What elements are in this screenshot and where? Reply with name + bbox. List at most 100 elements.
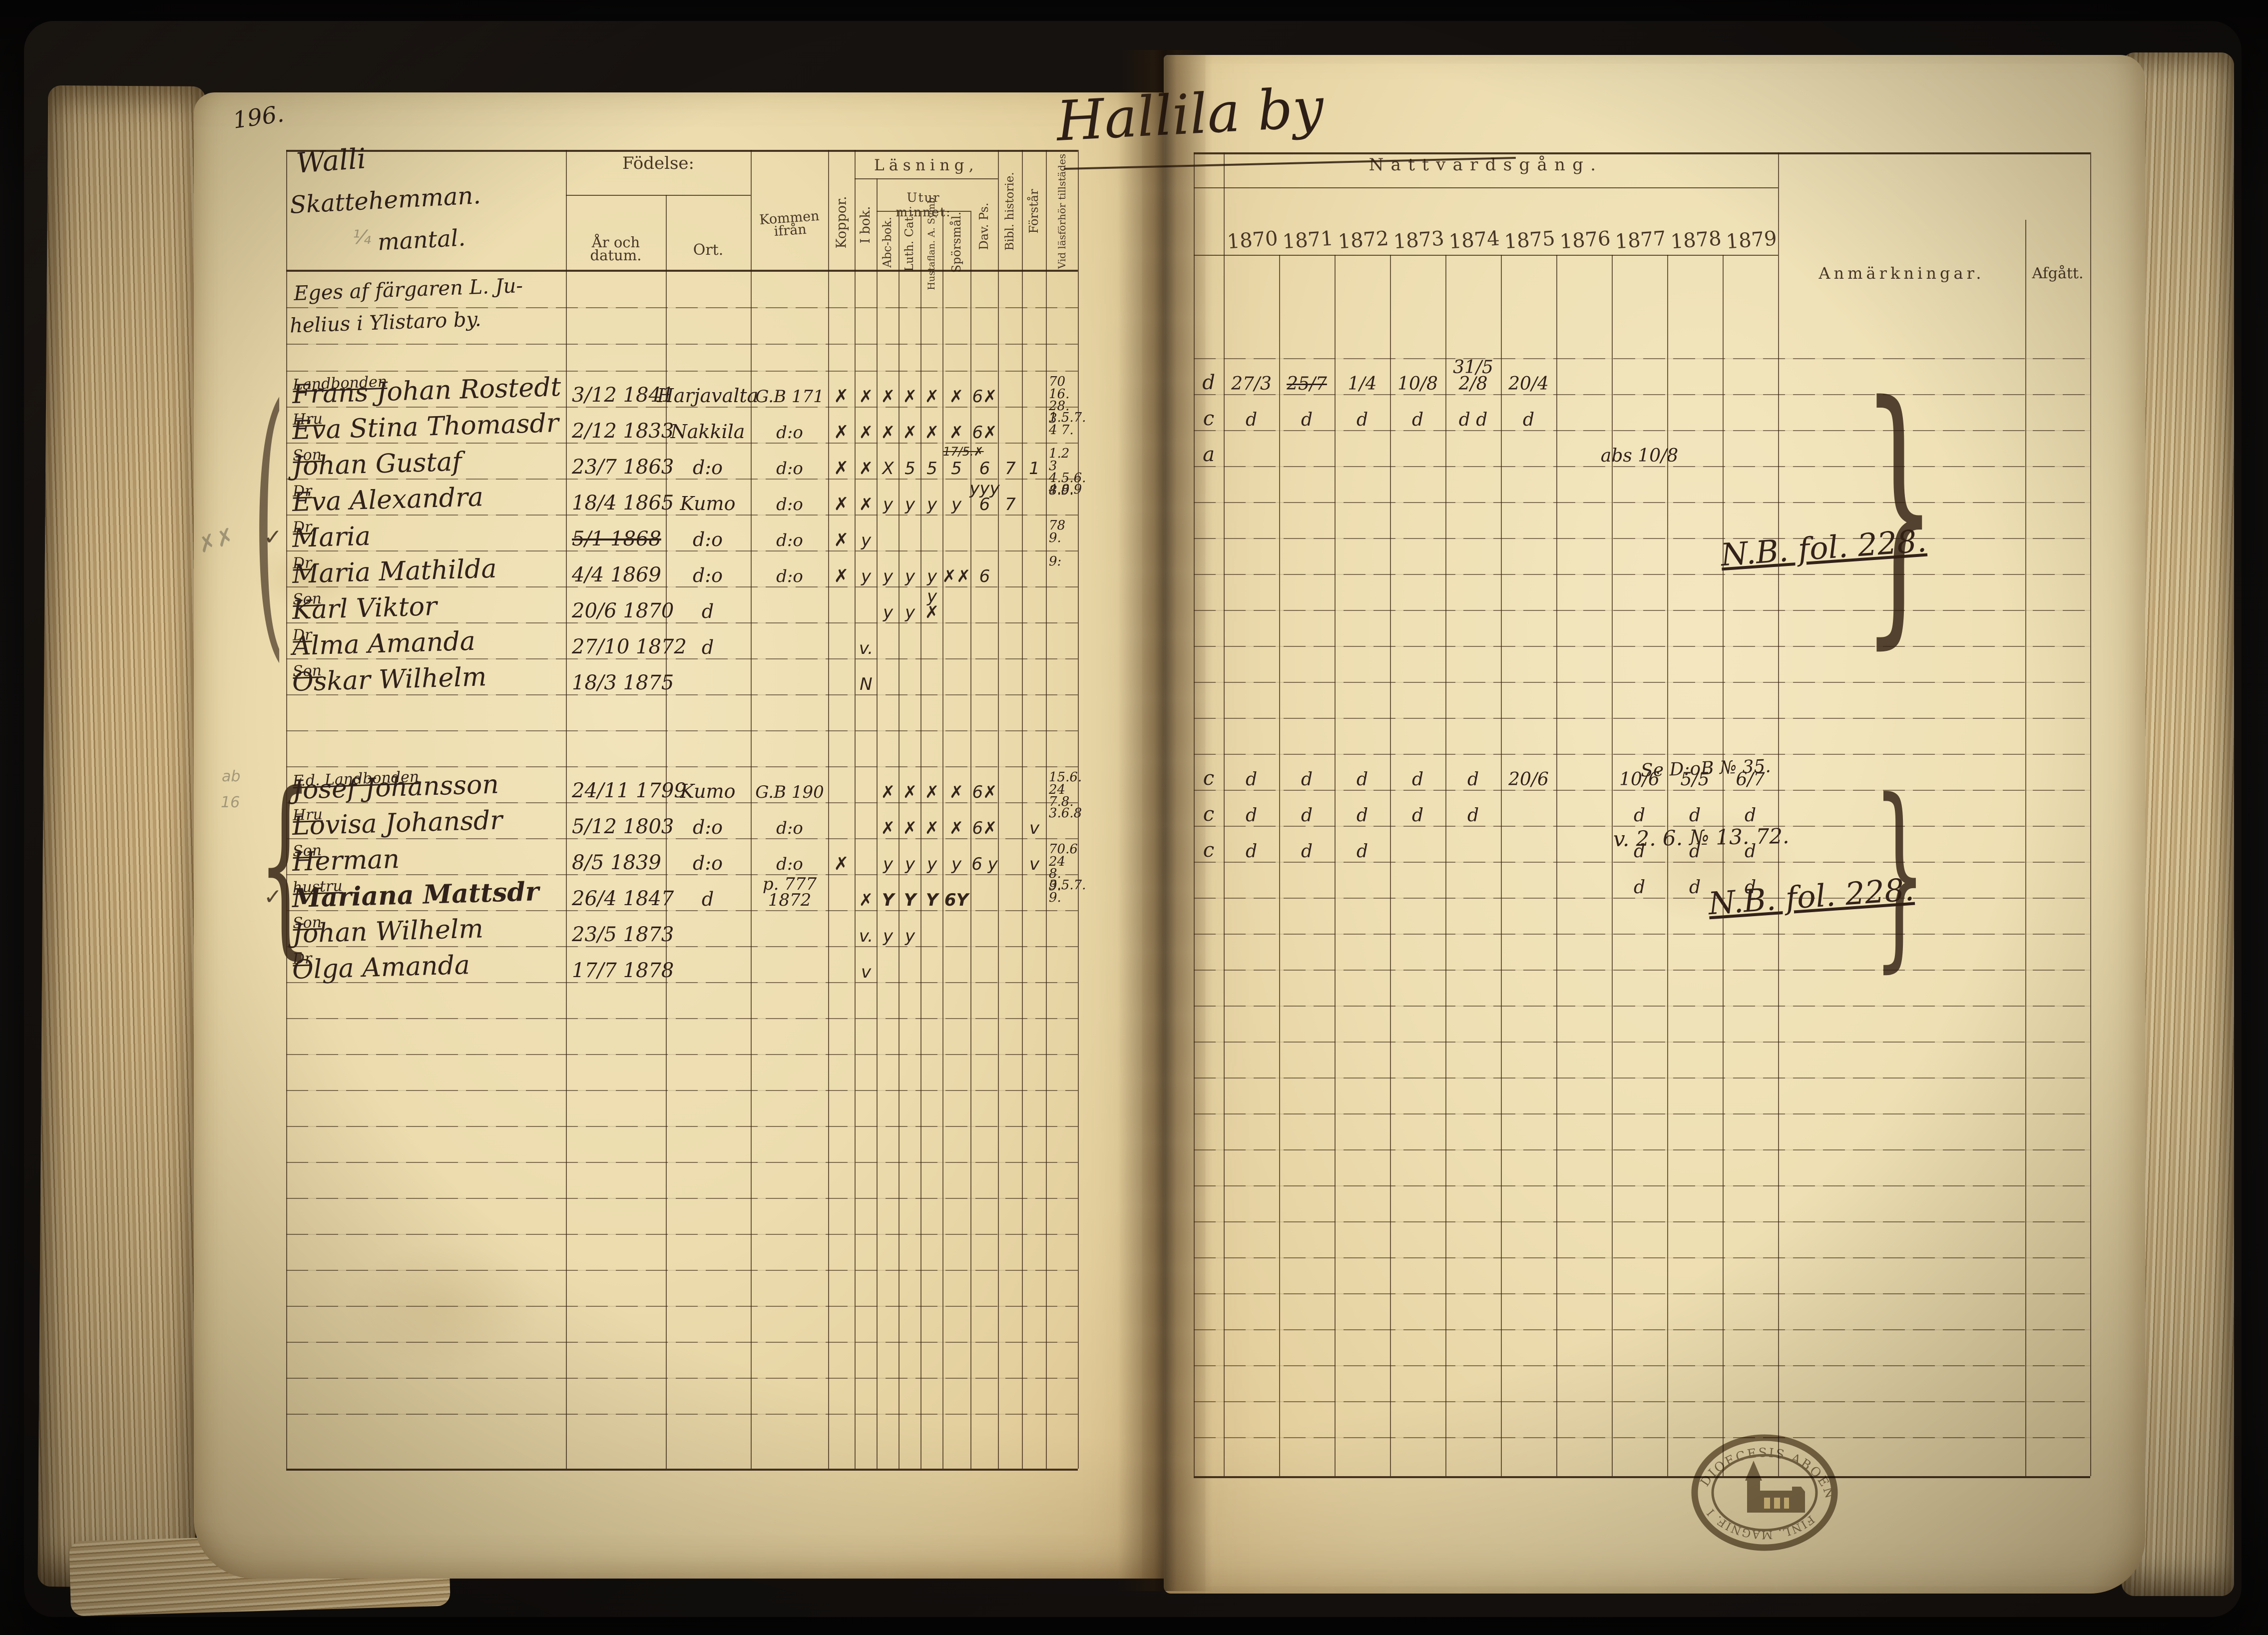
- record-reading-mark: ✗: [903, 386, 917, 407]
- communion-mark: d: [1301, 841, 1313, 862]
- record-lasforhor-dates: 3.6.8: [1049, 806, 1082, 821]
- header-dav-ps: Dav. Ps.: [977, 202, 991, 250]
- record-reading-mark: ✗: [949, 386, 964, 407]
- record-name: Karl Viktor: [292, 591, 438, 625]
- record-reading-mark: y: [861, 530, 872, 550]
- village-title-wrap: Hallila by: [1055, 75, 1516, 170]
- communion-mark: d d: [1458, 409, 1488, 430]
- right-row-line: [1194, 790, 2090, 791]
- record-reading-mark: ✗: [859, 890, 874, 910]
- communion-mark: d: [1301, 409, 1313, 430]
- record-reading-mark: y ✗: [924, 586, 939, 622]
- record-reading-mark: ✗: [881, 422, 896, 443]
- record-reading-mark: 5: [926, 458, 937, 479]
- record-name: Oskar Wilhelm: [292, 662, 487, 697]
- left-note-line: [286, 307, 1078, 308]
- record-reading-mark: y: [905, 494, 915, 515]
- record-lasforhor-dates: 3.5.7. 9.: [1049, 878, 1086, 905]
- left-row-line: [286, 1414, 1078, 1415]
- left-grid-topline: [286, 150, 1078, 152]
- record-kommen-ifran: G.B 171: [755, 386, 824, 407]
- church-windows: [1764, 1498, 1789, 1509]
- left-row-line: [286, 1378, 1078, 1379]
- right-row-line: [1194, 1329, 2090, 1330]
- left-grid-vline: [1078, 150, 1079, 1469]
- year-label: 1874: [1448, 227, 1501, 254]
- communion-mark: d: [1356, 769, 1368, 790]
- record-reading-mark: ✗: [924, 422, 939, 443]
- record-reading-mark: y: [926, 854, 937, 874]
- record-reading-mark: 6: [979, 566, 990, 586]
- record-reading-mark: v: [1029, 818, 1040, 838]
- right-row-line: [1194, 610, 2090, 611]
- left-grid-bottomline: [286, 1469, 1078, 1471]
- record-reading-mark: ✗: [924, 386, 939, 407]
- header-fodelse: Födelse:: [622, 153, 694, 173]
- record-birthplace: d: [701, 888, 714, 911]
- record-reading-mark: y: [905, 602, 915, 622]
- record-birthplace: d:o: [692, 564, 723, 587]
- record-reading-mark: y: [883, 926, 894, 946]
- year-label: 1876: [1559, 227, 1612, 254]
- record-reading-mark: 1: [1029, 458, 1040, 479]
- right-row-line: [1194, 754, 2090, 755]
- record-reading-mark: 6✗: [972, 782, 997, 802]
- record-koppor-mark: ✗: [834, 853, 849, 874]
- right-row-line: [1194, 466, 2090, 467]
- record-reading-mark: ✗: [859, 386, 874, 407]
- communion-mark: d: [1744, 877, 1757, 898]
- record-reading-mark: ✗: [903, 782, 917, 802]
- communion-mark: d: [1411, 409, 1424, 430]
- left-grid-line: [877, 211, 970, 212]
- pencil-note-1: ab: [222, 768, 241, 785]
- right-grid-bottomline: [1194, 1476, 2090, 1478]
- right-grid-vline: [2090, 152, 2091, 1476]
- right-row-line: [1194, 1221, 2090, 1222]
- record-birthdate: 26/4 1847: [572, 887, 674, 910]
- archive-stamp: DIOECESIS ABOENSIS FINL. MAGNIF. ING.: [1688, 1432, 1838, 1551]
- left-row-line: [286, 1126, 1078, 1127]
- header-anmarkningar: Anmärkningar.: [1818, 264, 1985, 283]
- record-reading-mark: 5: [951, 458, 962, 479]
- left-row-line: [286, 550, 1078, 551]
- record-reading-mark: ✗: [949, 818, 964, 838]
- record-lasforhor-dates: 70.6 24 8. 9.: [1049, 842, 1078, 894]
- header-sporsmal: Spörsmål.: [949, 211, 963, 273]
- record-birthplace: Kumo: [680, 780, 736, 803]
- record-reading-mark: 6✗: [972, 386, 997, 407]
- record-pre-mark: c: [1203, 407, 1215, 431]
- record-reading-mark: Y: [904, 890, 916, 910]
- communion-mark: d: [1356, 841, 1368, 862]
- header-afgatt: Afgått.: [2032, 265, 2084, 282]
- right-year-vline: [1612, 255, 1613, 1476]
- left-row-line: [286, 1342, 1078, 1343]
- left-row-line: [286, 874, 1078, 875]
- record-birthplace: d:o: [692, 852, 723, 875]
- right-row-line: [1194, 1437, 2090, 1438]
- right-row-line: [1194, 502, 2090, 503]
- record-name: Johan Gustaf: [292, 447, 462, 482]
- estate-fraction-pencil: ¼: [353, 226, 371, 248]
- right-year-vline: [1390, 255, 1391, 1476]
- record-kommen-ifran: d:o: [776, 494, 803, 515]
- record-reading-mark: ✗: [924, 818, 939, 838]
- record-name: Herman: [292, 844, 400, 877]
- left-row-line: [286, 586, 1078, 587]
- year-label: 1871: [1282, 227, 1335, 254]
- communion-mark: 6/7: [1736, 769, 1765, 790]
- left-row-line: [286, 1090, 1078, 1091]
- communion-mark: 10/8: [1397, 373, 1438, 394]
- left-row-line: [286, 515, 1078, 516]
- record-pre-mark: a: [1203, 443, 1215, 467]
- record-reading-mark: v.: [859, 638, 874, 658]
- left-row-line: [286, 982, 1078, 983]
- communion-mark: d: [1689, 805, 1701, 826]
- record-reading-mark: 7: [1005, 458, 1016, 479]
- right-year-vline: [1335, 255, 1336, 1476]
- record-kommen-ifran: d:o: [776, 854, 803, 874]
- record-name: Olga Amanda: [292, 950, 470, 985]
- left-row-line: [286, 802, 1078, 803]
- header-koppor: Koppor.: [834, 196, 850, 249]
- header-hustaflan: Hustaflan. A. Symb.: [926, 194, 937, 290]
- record-birthplace: d:o: [692, 816, 723, 839]
